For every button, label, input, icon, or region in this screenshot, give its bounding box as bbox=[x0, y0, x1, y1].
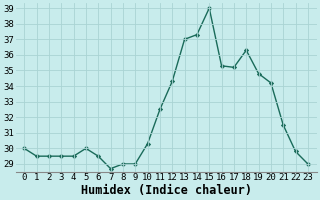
X-axis label: Humidex (Indice chaleur): Humidex (Indice chaleur) bbox=[81, 184, 252, 197]
